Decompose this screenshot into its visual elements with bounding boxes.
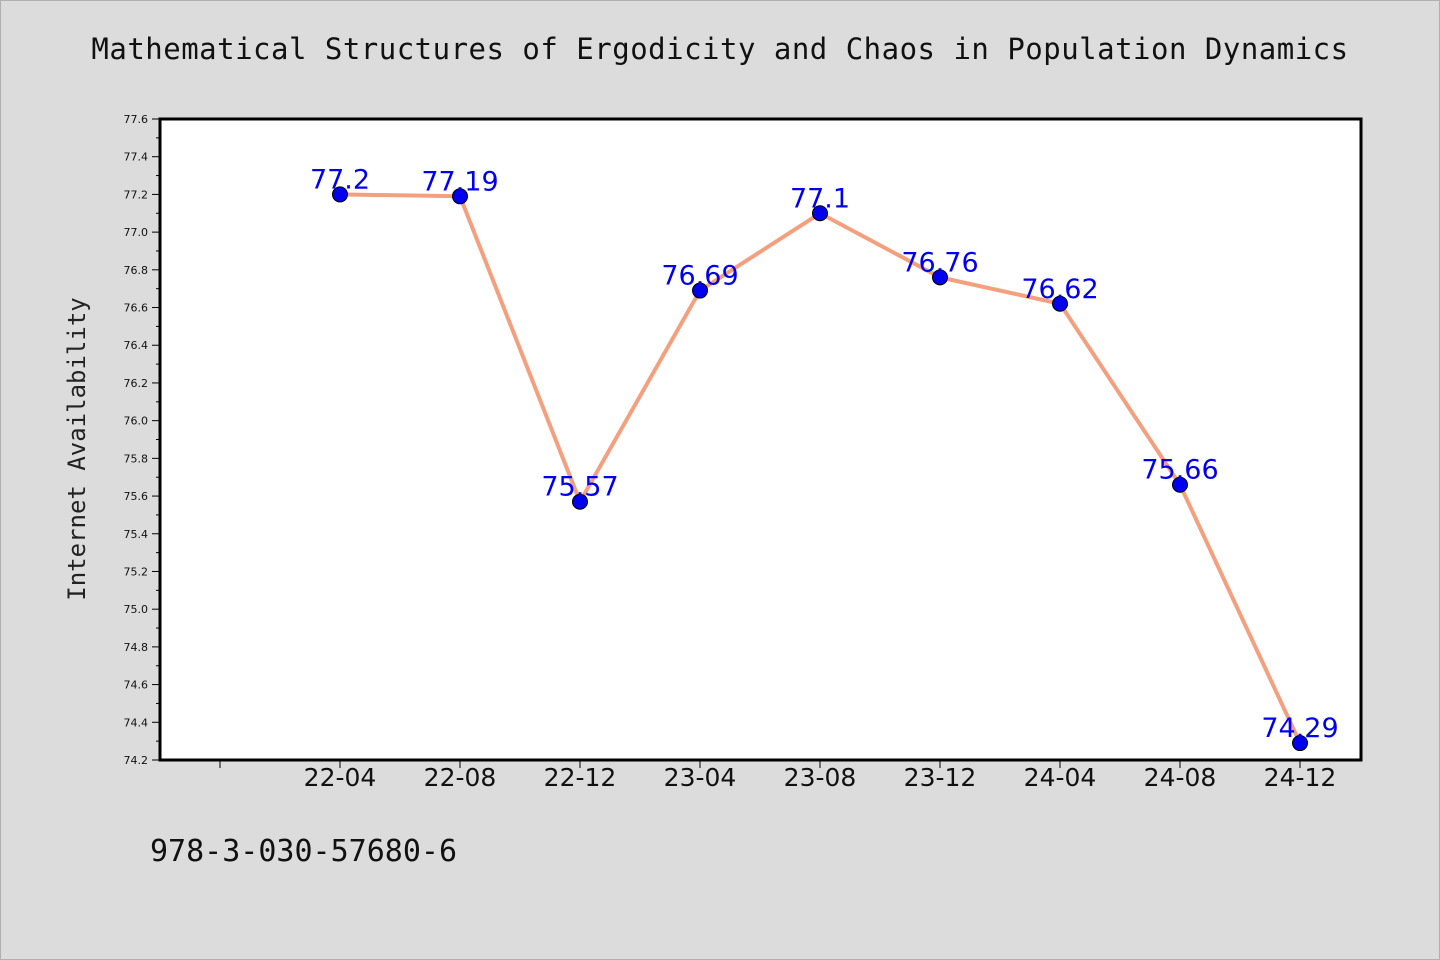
y-tick-label: 74.4 [124,716,149,729]
data-label: 76.76 [901,247,978,278]
y-tick-label: 74.8 [124,641,149,654]
data-point [1172,476,1188,493]
y-tick-label: 75.6 [124,490,149,503]
y-tick-label: 75.4 [124,528,149,541]
y-tick-label: 77.4 [124,151,149,164]
data-label: 74.29 [1261,713,1338,744]
y-tick-label: 77.2 [124,188,149,201]
y-tick-label: 75.2 [124,565,149,578]
y-axis: 74.2 74.4 74.6 74.8 75.0 75.2 75.4 75.6 75.8 76.0… [124,113,160,767]
data-label: 77.1 [790,183,850,214]
data-label: 76.69 [661,261,738,292]
isbn-code: 978-3-030-57680-6 [150,834,458,869]
y-tick-label: 76.0 [124,415,149,428]
y-tick-label: 74.6 [124,679,149,692]
data-point [812,205,828,222]
data-label: 77.19 [421,166,498,197]
data-label: 75.57 [541,472,618,503]
data-point [452,188,468,205]
x-tick-label: 23-12 [904,763,977,792]
y-tick-label: 75.8 [124,452,149,465]
x-tick-label: 24-08 [1144,763,1217,792]
data-point [692,282,708,299]
x-tick-label: 23-04 [664,763,737,792]
plot-area [158,117,1363,762]
x-axis: 22-04 22-08 22-12 23-04 23-08 23-12 24-04 24-08… [219,760,1337,792]
y-tick-label: 74.2 [124,754,149,767]
x-tick-label: 22-12 [544,763,617,792]
y-tick-label: 77.0 [124,226,149,239]
y-tick-label: 77.6 [124,113,149,126]
chart-title: Mathematical Structures of Ergodicity an… [91,32,1349,66]
data-point [1292,735,1308,752]
y-tick-label: 76.4 [124,339,149,352]
data-label: 77.2 [310,164,370,195]
x-tick-label: 23-08 [784,763,857,792]
y-tick-label: 76.6 [124,302,149,315]
data-point [932,269,948,286]
data-point [332,186,348,203]
x-tick-label: 24-04 [1024,763,1097,792]
x-tick-label: 22-04 [304,763,377,792]
x-tick-label: 24-12 [1264,763,1337,792]
y-tick-label: 76.2 [124,377,149,390]
y-tick-label: 75.0 [124,603,149,616]
series-group: 77.2 77.19 75.57 76.69 77.1 76.76 76.62 75.66 74… [310,164,1339,752]
data-label: 76.62 [1021,274,1098,305]
x-tick-label: 22-08 [424,763,497,792]
y-axis-label: Internet Availability [63,297,91,600]
data-point [572,493,588,510]
data-label: 75.66 [1141,455,1218,486]
data-point [1052,295,1068,312]
y-tick-label: 76.8 [124,264,149,277]
